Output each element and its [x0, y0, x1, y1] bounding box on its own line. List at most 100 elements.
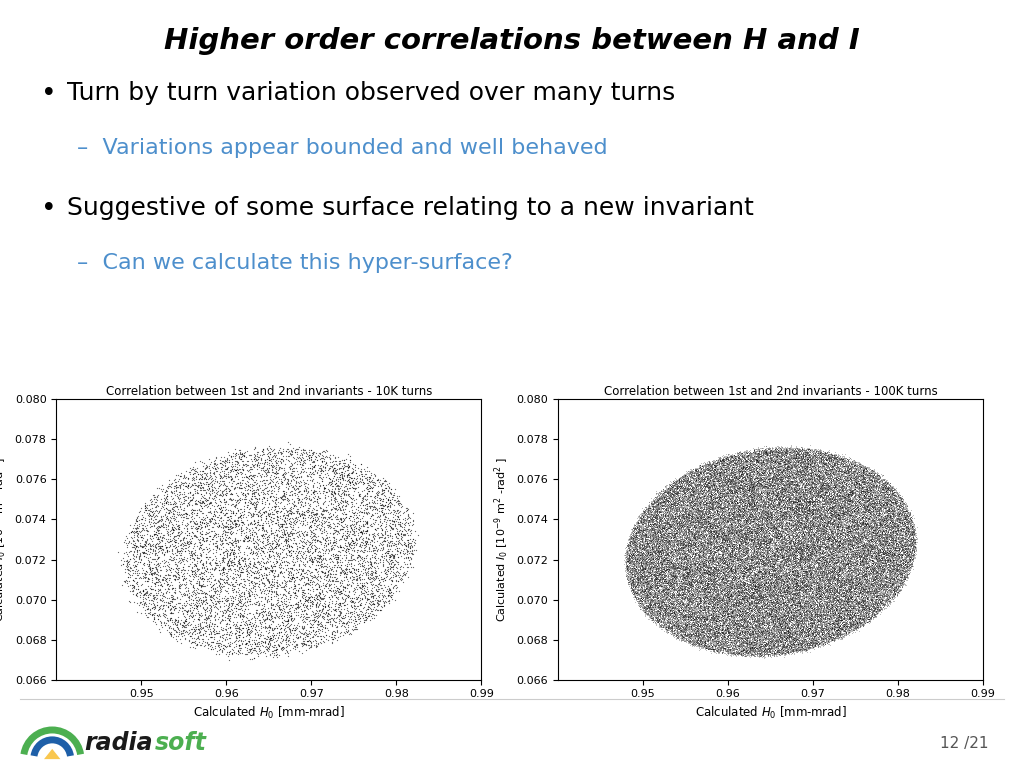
Point: [815, 553, 831, 565]
Point: [779, 594, 796, 607]
Point: [754, 581, 770, 594]
Point: [648, 485, 665, 497]
Point: [647, 565, 664, 578]
Point: [862, 479, 879, 492]
Point: [785, 610, 802, 622]
Point: [707, 498, 723, 510]
Point: [700, 480, 717, 492]
Point: [825, 508, 842, 521]
Point: [658, 623, 675, 635]
Point: [290, 483, 306, 495]
Point: [700, 507, 717, 519]
Point: [862, 516, 879, 528]
Point: [838, 626, 854, 638]
Point: [794, 445, 810, 457]
Point: [185, 594, 202, 607]
Point: [653, 514, 670, 526]
Point: [286, 545, 302, 557]
Point: [637, 515, 653, 528]
Point: [657, 591, 674, 604]
Point: [739, 498, 756, 511]
Point: [651, 532, 668, 545]
Point: [718, 637, 734, 650]
Point: [826, 574, 843, 586]
Point: [690, 478, 707, 490]
Point: [701, 550, 718, 562]
Point: [793, 563, 809, 575]
Point: [387, 554, 403, 567]
Point: [813, 610, 829, 622]
Point: [665, 577, 681, 589]
Point: [754, 508, 770, 520]
Point: [723, 515, 739, 527]
Point: [872, 495, 889, 507]
Point: [693, 619, 710, 631]
Point: [734, 578, 751, 591]
Point: [737, 535, 754, 547]
Point: [684, 558, 700, 570]
Point: [805, 638, 821, 650]
Point: [724, 513, 740, 525]
Point: [745, 546, 762, 558]
Point: [662, 527, 678, 539]
Point: [633, 555, 649, 568]
Point: [848, 534, 864, 546]
Point: [702, 578, 719, 590]
Point: [771, 619, 787, 631]
Point: [351, 524, 368, 536]
Point: [695, 479, 712, 492]
Point: [321, 601, 337, 613]
Point: [808, 534, 824, 546]
Point: [672, 597, 688, 609]
Point: [787, 643, 804, 655]
Point: [741, 605, 758, 617]
Point: [810, 518, 826, 531]
Point: [837, 506, 853, 518]
Point: [726, 643, 742, 655]
Point: [765, 612, 781, 624]
Point: [237, 634, 253, 647]
Point: [768, 489, 784, 502]
Point: [356, 591, 373, 604]
Point: [901, 535, 918, 547]
Point: [730, 581, 746, 593]
Point: [882, 584, 898, 596]
Point: [829, 578, 846, 591]
Point: [261, 577, 278, 589]
Point: [262, 459, 279, 472]
Point: [691, 510, 708, 522]
Point: [816, 532, 833, 545]
Point: [760, 562, 776, 574]
Point: [695, 475, 712, 488]
Point: [376, 589, 392, 601]
Point: [672, 550, 688, 562]
Point: [874, 544, 891, 556]
Point: [715, 630, 731, 642]
Point: [835, 586, 851, 598]
Point: [810, 564, 826, 576]
Point: [705, 587, 721, 599]
Point: [707, 575, 723, 588]
Point: [821, 448, 838, 460]
Point: [779, 609, 796, 621]
Point: [793, 452, 809, 464]
Point: [800, 524, 816, 536]
Point: [801, 611, 817, 623]
Point: [644, 510, 660, 522]
Point: [801, 602, 817, 614]
Point: [767, 462, 783, 475]
Point: [889, 541, 905, 553]
Point: [678, 507, 694, 519]
Point: [839, 598, 855, 611]
Point: [855, 508, 871, 521]
Point: [761, 530, 777, 542]
Point: [739, 466, 756, 478]
Point: [168, 566, 184, 578]
Point: [696, 534, 713, 546]
Point: [628, 542, 644, 554]
Point: [834, 481, 850, 493]
Point: [725, 518, 741, 530]
Point: [707, 458, 723, 470]
Point: [738, 624, 755, 636]
Point: [622, 553, 638, 565]
